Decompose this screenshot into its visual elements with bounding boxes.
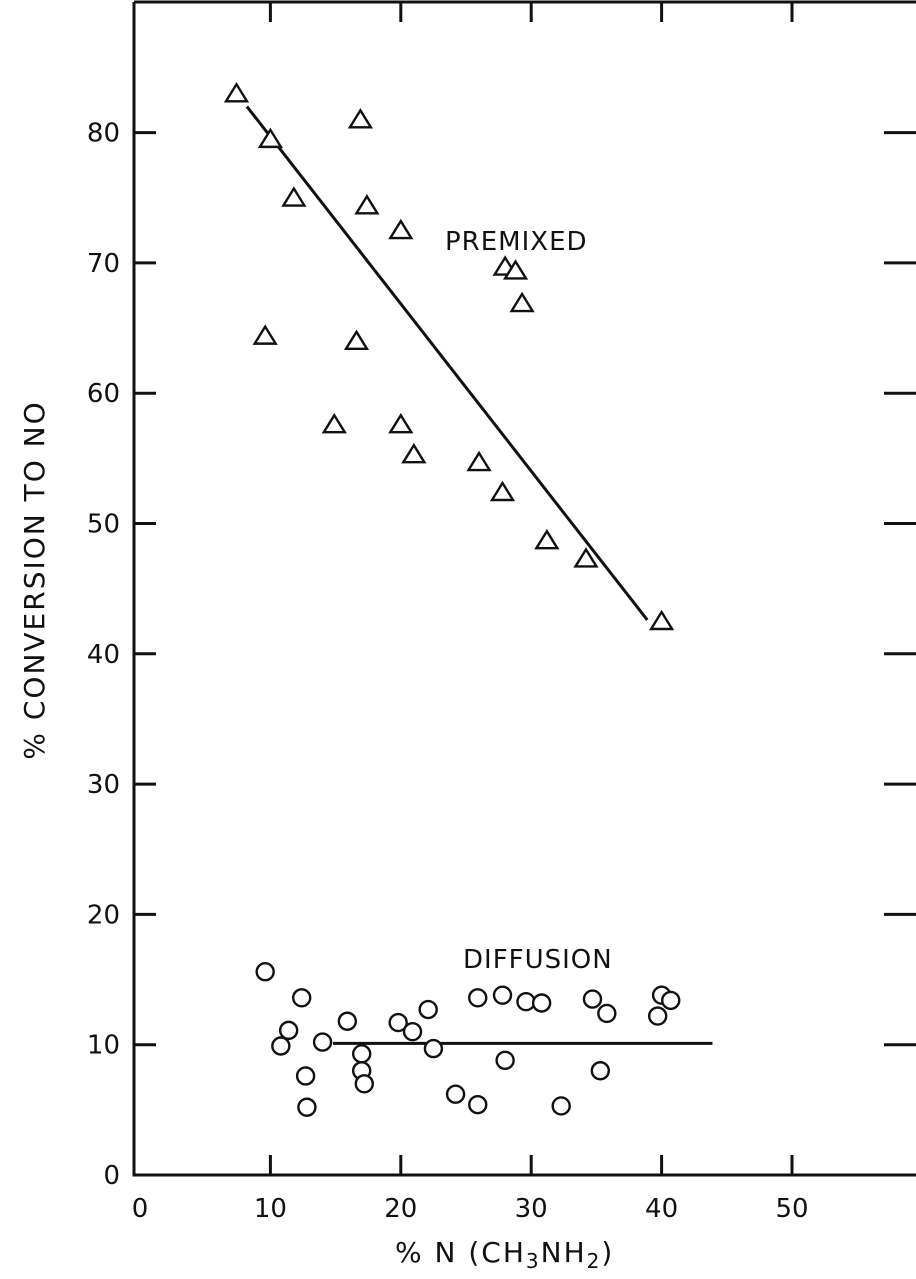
x-tick-label: 20 (384, 1194, 417, 1224)
diffusion-point (468, 988, 488, 1008)
premixed-point (401, 442, 427, 464)
diffusion-point (295, 1066, 316, 1086)
diffusion-point (516, 992, 536, 1012)
diffusion-point (495, 1050, 515, 1071)
diffusion-point (297, 1097, 317, 1117)
premixed-point (354, 194, 380, 215)
premixed-point (343, 329, 370, 351)
y-tick-label: 40 (87, 640, 120, 670)
fit-lines (245, 105, 713, 1045)
premixed-series-label: PREMIXED (445, 227, 588, 257)
diffusion-point (278, 1020, 299, 1041)
diffusion-point (445, 1084, 466, 1104)
diffusion-point (354, 1074, 374, 1094)
diffusion-point (271, 1036, 291, 1056)
diffusion-point (590, 1061, 611, 1081)
premixed-point (489, 480, 516, 502)
diffusion-point (423, 1038, 444, 1059)
premixed-point (321, 412, 347, 434)
x-tick-label: 0 (132, 1194, 149, 1224)
diffusion-point (582, 989, 603, 1009)
y-tick-label: 10 (87, 1031, 120, 1061)
x-axis-title-part-1: % N (CH (395, 1236, 526, 1269)
diffusion-point (291, 988, 312, 1008)
premixed-point (252, 324, 278, 345)
premixed-point (502, 259, 529, 280)
diffusion-point (647, 1006, 668, 1026)
diffusion-point (492, 985, 513, 1005)
x-tick-label: 10 (254, 1194, 287, 1224)
diffusion-point (597, 1003, 617, 1024)
x-axis-title-part-2: NH (541, 1236, 587, 1269)
premixed-point (388, 218, 414, 240)
x-axis-title: % N (CH3NH2) (395, 1236, 614, 1273)
diffusion-point (312, 1032, 333, 1052)
premixed-point (281, 186, 307, 207)
premixed-point (257, 127, 284, 149)
x-tick-label: 40 (645, 1194, 678, 1224)
y-tick-label: 50 (87, 510, 120, 540)
y-tick-label: 70 (87, 249, 120, 279)
diffusion-point (468, 1094, 488, 1115)
premixed-point (573, 547, 599, 568)
diffusion-point (337, 1011, 358, 1031)
diffusion-series-label: DIFFUSION (463, 945, 613, 975)
diffusion-point (418, 999, 438, 1020)
x-axis-title-subscript-1: 3 (526, 1249, 541, 1273)
data-points (223, 81, 681, 1117)
diffusion-point (351, 1044, 372, 1064)
premixed-point (388, 412, 414, 434)
diffusion-point (402, 1021, 423, 1042)
premixed-point (534, 528, 560, 550)
y-tick-label: 60 (87, 379, 120, 409)
x-tick-label: 50 (775, 1194, 808, 1224)
x-axis-title-subscript-2: 2 (587, 1249, 602, 1273)
axis-ticks (134, 2, 916, 1175)
diffusion-point (531, 993, 552, 1013)
y-tick-label: 0 (103, 1161, 120, 1191)
premixed-point (466, 450, 492, 472)
diffusion-point (551, 1096, 571, 1116)
y-tick-label: 20 (87, 900, 120, 930)
y-axis-title: % CONVERSION TO NO (18, 400, 51, 759)
x-axis-title-part-3: ) (601, 1236, 614, 1269)
premixed-point (648, 609, 675, 631)
diffusion-point (255, 962, 275, 982)
premixed-point (223, 81, 250, 103)
y-tick-label: 80 (87, 119, 120, 149)
tick-labels: 0 10 20 30 40 50 0 10 20 30 40 50 60 70 80 (87, 119, 809, 1224)
premixed-point (347, 108, 374, 129)
premixed-point (509, 291, 535, 313)
y-tick-label: 30 (87, 770, 120, 800)
diffusion-point (661, 990, 681, 1011)
premixed-fit-line (245, 105, 649, 621)
diffusion-point (388, 1012, 408, 1033)
x-tick-label: 30 (515, 1194, 548, 1224)
